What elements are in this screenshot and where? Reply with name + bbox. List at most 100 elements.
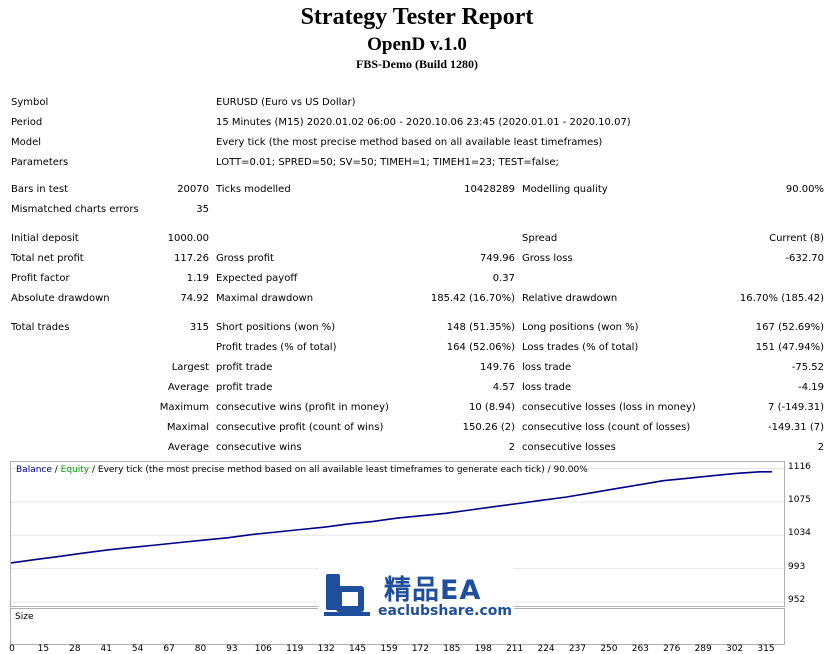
ea-name: OpenD v.1.0	[367, 34, 467, 55]
loss-trades-label: Loss trades (% of total)	[522, 342, 639, 353]
y-tick-label-1: 1075	[788, 494, 811, 505]
legend-description: / Every tick (the most precise method ba…	[89, 465, 588, 475]
largest-loss-label: loss trade	[522, 362, 572, 373]
long-positions-value: 167 (52.69%)	[755, 322, 824, 333]
x-tick-label-15: 198	[474, 644, 492, 654]
x-tick-label-10: 132	[317, 644, 335, 654]
x-tick-label-1: 15	[37, 644, 50, 654]
spread-label: Spread	[522, 233, 558, 244]
profit-factor-value: 1.19	[186, 273, 209, 284]
max-consecutive-losses-label: consecutive losses (loss in money)	[522, 402, 696, 413]
profit-trades-label: Profit trades (% of total)	[216, 342, 337, 353]
watermark-logo-icon	[324, 574, 370, 616]
mismatch-value: 35	[196, 204, 209, 215]
symbol-value: EURUSD (Euro vs US Dollar)	[216, 97, 356, 108]
server-build: FBS-Demo (Build 1280)	[355, 57, 478, 71]
average-consecutive-label: Average	[167, 442, 209, 453]
quality-label: Modelling quality	[522, 184, 608, 195]
largest-loss-value: -75.52	[791, 362, 824, 373]
total-trades-value: 315	[189, 322, 209, 333]
legend-separator: /	[51, 465, 61, 475]
x-tick-label-2: 28	[69, 644, 81, 654]
x-tick-label-22: 289	[694, 644, 712, 654]
x-tick-label-24: 315	[757, 644, 775, 654]
x-tick-label-9: 119	[286, 644, 304, 654]
chart-legend: Balance / Equity / Every tick (the most …	[16, 465, 588, 475]
maximum-label: Maximum	[159, 402, 209, 413]
maximal-drawdown-label: Maximal drawdown	[216, 293, 314, 304]
absolute-drawdown-value: 74.92	[180, 293, 209, 304]
watermark: 精品EA eaclubshare.com	[318, 566, 514, 624]
loss-trades-value: 151 (47.94%)	[755, 342, 824, 353]
x-tick-label-19: 250	[600, 644, 618, 654]
average-profit-value: 4.57	[492, 382, 515, 393]
x-tick-label-4: 54	[131, 644, 144, 654]
deposit-label: Initial deposit	[11, 233, 79, 244]
x-tick-label-13: 172	[411, 644, 429, 654]
balance-line	[11, 471, 772, 564]
mismatch-label: Mismatched charts errors	[11, 204, 139, 215]
maximal-consecutive-profit-label: consecutive profit (count of wins)	[216, 422, 384, 433]
parameters-label: Parameters	[11, 157, 69, 168]
x-tick-label-8: 106	[254, 644, 272, 654]
largest-profit-label: profit trade	[216, 362, 273, 373]
x-tick-label-23: 302	[725, 644, 744, 654]
period-label: Period	[11, 117, 43, 128]
max-consecutive-losses-value: 7 (-149.31)	[768, 402, 824, 413]
x-tick-label-12: 159	[380, 644, 398, 654]
x-tick-label-11: 145	[348, 644, 367, 654]
gross-profit-label: Gross profit	[216, 253, 274, 264]
spread-value: Current (8)	[769, 233, 824, 244]
x-tick-label-7: 93	[226, 644, 238, 654]
max-consecutive-wins-label: consecutive wins (profit in money)	[216, 402, 389, 413]
symbol-label: Symbol	[11, 97, 49, 108]
maximal-consecutive-loss-value: -149.31 (7)	[768, 422, 824, 433]
x-tick-label-0: 0	[9, 644, 15, 654]
model-label: Model	[11, 137, 42, 148]
period-value: 15 Minutes (M15) 2020.01.02 06:00 - 2020…	[216, 117, 631, 128]
deposit-value: 1000.00	[167, 233, 209, 244]
long-positions-label: Long positions (won %)	[522, 322, 639, 333]
report-title: Strategy Tester Report	[300, 4, 534, 30]
y-tick-label-3: 993	[788, 561, 806, 572]
short-positions-label: Short positions (won %)	[216, 322, 336, 333]
gross-loss-label: Gross loss	[522, 253, 573, 264]
x-tick-label-16: 211	[506, 644, 524, 654]
net-profit-value: 117.26	[174, 253, 209, 264]
x-tick-label-3: 41	[100, 644, 112, 654]
relative-drawdown-value: 16.70% (185.42)	[739, 293, 824, 304]
parameters-value: LOTT=0.01; SPRED=50; SV=50; TIMEH=1; TIM…	[216, 157, 559, 168]
largest-label: Largest	[171, 362, 209, 373]
average-consecutive-wins-label: consecutive wins	[216, 442, 302, 453]
average-loss-value: -4.19	[798, 382, 824, 393]
average-loss-label: loss trade	[522, 382, 572, 393]
maximal-label: Maximal	[166, 422, 209, 433]
x-tick-label-21: 276	[663, 644, 681, 654]
maximal-consecutive-loss-label: consecutive loss (count of losses)	[522, 422, 691, 433]
y-tick-label-0: 1116	[788, 461, 811, 472]
average-consecutive-losses-value: 2	[817, 442, 824, 453]
quality-value: 90.00%	[785, 184, 824, 195]
average-profit-label: profit trade	[216, 382, 273, 393]
x-tick-label-14: 185	[443, 644, 461, 654]
x-tick-label-18: 237	[568, 644, 587, 654]
y-tick-label-4: 952	[788, 594, 806, 605]
average-label: Average	[167, 382, 209, 393]
expected-payoff-label: Expected payoff	[216, 273, 298, 284]
max-consecutive-wins-value: 10 (8.94)	[469, 402, 515, 413]
size-label: Size	[15, 612, 34, 622]
x-tick-label-6: 80	[194, 644, 207, 654]
x-tick-label-17: 224	[537, 644, 555, 654]
watermark-url: eaclubshare.com	[378, 603, 512, 619]
bars-label: Bars in test	[11, 184, 68, 195]
expected-payoff-value: 0.37	[492, 273, 515, 284]
profit-trades-value: 164 (52.06%)	[446, 342, 515, 353]
total-trades-label: Total trades	[11, 322, 70, 333]
profit-factor-label: Profit factor	[11, 273, 70, 284]
net-profit-label: Total net profit	[11, 253, 84, 264]
legend-equity: Equity	[60, 465, 90, 475]
absolute-drawdown-label: Absolute drawdown	[11, 293, 110, 304]
gross-profit-value: 749.96	[480, 253, 515, 264]
x-tick-label-5: 67	[163, 644, 175, 654]
gross-loss-value: -632.70	[785, 253, 824, 264]
